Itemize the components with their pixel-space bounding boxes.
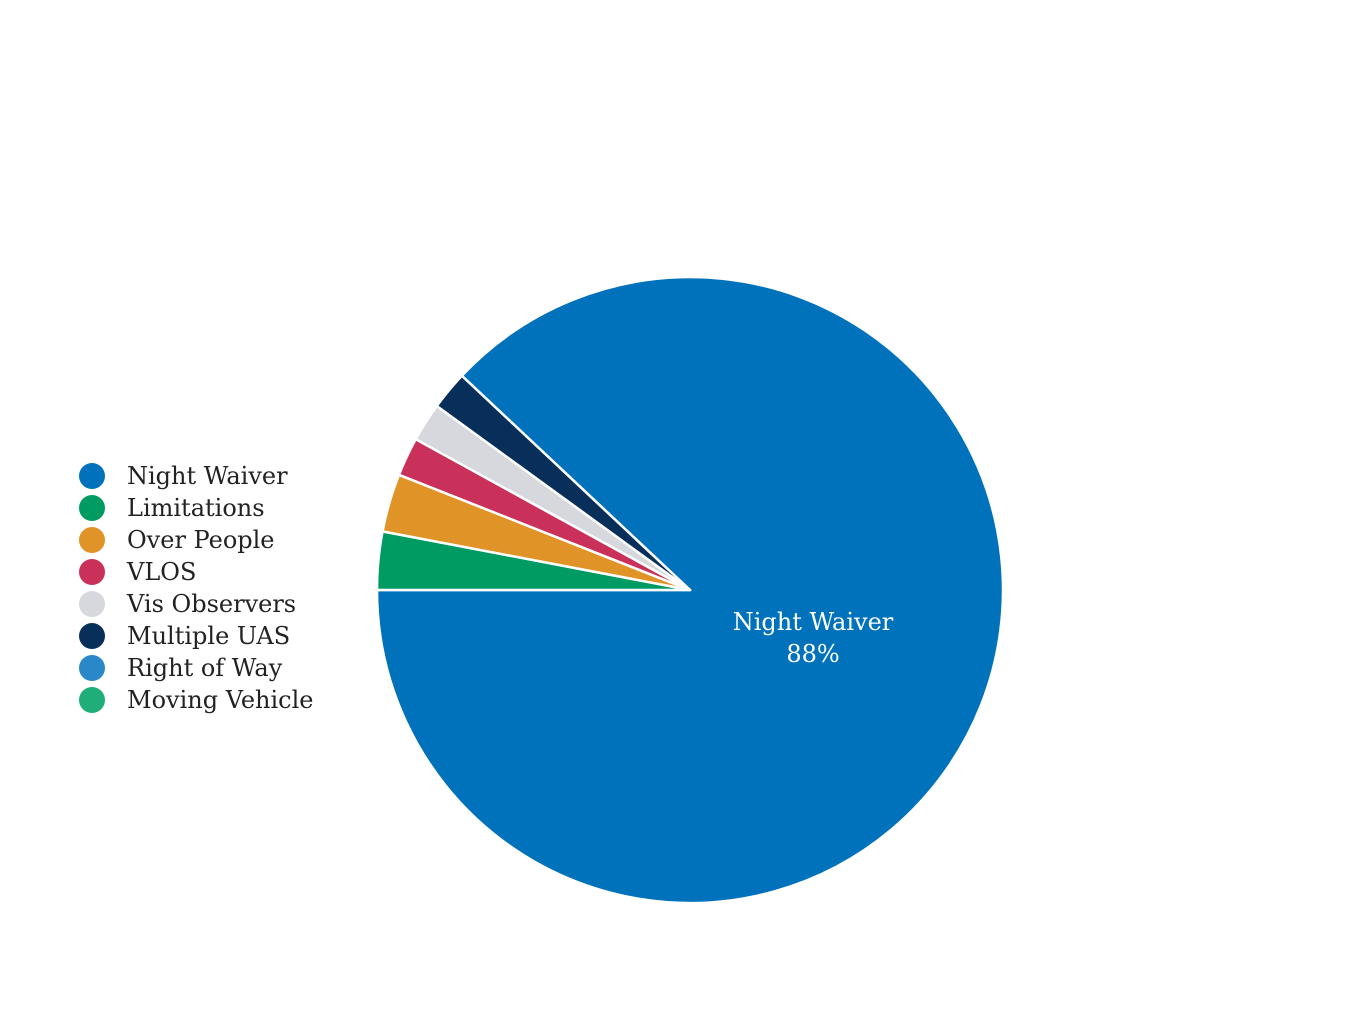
legend-swatch-limitations xyxy=(79,495,105,521)
legend: Night Waiver Limitations Over People VLOS Vi… xyxy=(79,462,314,714)
legend-label-vis-observers: Vis Observers xyxy=(126,590,296,618)
legend-item-right-of-way: Right of Way xyxy=(79,654,283,682)
legend-item-night-waiver: Night Waiver xyxy=(79,462,288,490)
data-label-night-waiver-value: 88% xyxy=(786,640,839,668)
legend-swatch-multiple-uas xyxy=(79,623,105,649)
legend-swatch-right-of-way xyxy=(79,655,105,681)
legend-item-vis-observers: Vis Observers xyxy=(79,590,296,618)
legend-item-vlos: VLOS xyxy=(79,558,196,586)
legend-label-over-people: Over People xyxy=(127,526,275,554)
legend-item-multiple-uas: Multiple UAS xyxy=(79,622,290,650)
legend-label-vlos: VLOS xyxy=(126,558,196,586)
legend-swatch-vis-observers xyxy=(79,591,105,617)
legend-label-multiple-uas: Multiple UAS xyxy=(127,622,290,650)
legend-swatch-over-people xyxy=(79,527,105,553)
legend-swatch-night-waiver xyxy=(79,463,105,489)
legend-label-night-waiver: Night Waiver xyxy=(127,462,288,490)
pie-slice-multiple-uas xyxy=(435,374,692,592)
legend-label-right-of-way: Right of Way xyxy=(127,654,283,682)
legend-item-limitations: Limitations xyxy=(79,494,265,522)
legend-item-moving-vehicle: Moving Vehicle xyxy=(79,686,314,714)
data-label-night-waiver-name: Night Waiver xyxy=(733,608,894,636)
legend-swatch-vlos xyxy=(79,559,105,585)
legend-item-over-people: Over People xyxy=(79,526,275,554)
pie-slices xyxy=(375,275,1005,905)
legend-label-limitations: Limitations xyxy=(127,494,265,522)
legend-swatch-moving-vehicle xyxy=(79,687,105,713)
pie-data-labels: Night Waiver 88% xyxy=(733,608,894,668)
legend-label-moving-vehicle: Moving Vehicle xyxy=(127,686,314,714)
